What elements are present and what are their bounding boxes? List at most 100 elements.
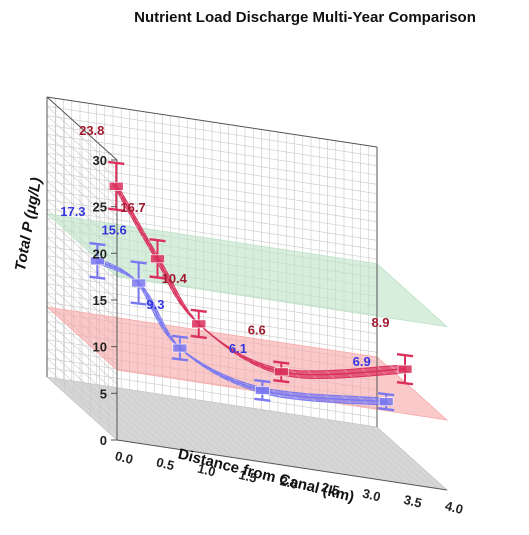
axis-line bbox=[46, 96, 378, 148]
error-cap bbox=[108, 207, 125, 212]
data-point bbox=[378, 397, 394, 407]
data-label: 9.3 bbox=[146, 297, 164, 312]
grid-line bbox=[302, 415, 373, 479]
error-cap bbox=[396, 380, 414, 386]
grid-line bbox=[269, 410, 340, 474]
x-tick-label: 0.5 bbox=[155, 454, 176, 473]
grid-line bbox=[335, 420, 406, 484]
y-tick-label: 30 bbox=[93, 153, 107, 168]
data-point bbox=[90, 256, 105, 266]
grid-line bbox=[46, 302, 378, 353]
grid-line bbox=[170, 395, 241, 459]
x-tick-label: 2.5 bbox=[320, 479, 341, 498]
data-label: 10.4 bbox=[162, 271, 188, 286]
grid-line bbox=[46, 255, 118, 319]
grid-line bbox=[121, 388, 192, 452]
grid-line bbox=[220, 403, 291, 467]
grid-line bbox=[46, 367, 118, 431]
threshold-band bbox=[45, 306, 449, 421]
chart-title: Nutrient Load Discharge Multi-Year Compa… bbox=[134, 9, 476, 26]
grid-line bbox=[343, 421, 415, 486]
grid-line bbox=[46, 106, 118, 170]
error-cap bbox=[171, 357, 189, 362]
grid-line bbox=[352, 423, 423, 487]
grid-line bbox=[46, 320, 118, 385]
grid-line bbox=[178, 396, 250, 461]
grid-line bbox=[63, 379, 134, 443]
grid-line bbox=[195, 399, 266, 463]
grid-line bbox=[162, 394, 233, 458]
error-cap bbox=[190, 334, 207, 340]
grid-line bbox=[46, 208, 378, 260]
grid-line bbox=[46, 348, 118, 413]
error-cap bbox=[378, 406, 395, 412]
grid-line bbox=[46, 143, 118, 207]
error-cap bbox=[254, 378, 271, 384]
axis-line bbox=[46, 96, 118, 161]
error-cap bbox=[89, 241, 106, 247]
error-cap bbox=[273, 378, 290, 384]
grid-line bbox=[46, 152, 378, 204]
grid-line bbox=[294, 414, 365, 478]
y-tick-label: 15 bbox=[93, 293, 107, 308]
grid-line bbox=[46, 311, 118, 375]
grid-line bbox=[129, 389, 200, 453]
error-cap bbox=[149, 237, 166, 243]
grid-line bbox=[46, 106, 378, 157]
x-tick-label: 3.5 bbox=[402, 492, 423, 511]
error-cap bbox=[89, 275, 106, 280]
data-point bbox=[273, 367, 289, 377]
grid-line bbox=[327, 419, 398, 483]
grid-line bbox=[46, 124, 118, 189]
grid-line bbox=[46, 134, 378, 185]
grid-line bbox=[286, 413, 357, 477]
y-axis-label: Total P (μg/L) bbox=[12, 176, 45, 272]
y-tick-label: 0 bbox=[100, 433, 107, 448]
grid-line bbox=[46, 171, 378, 222]
grid-line bbox=[46, 124, 378, 176]
grid-line bbox=[46, 162, 118, 226]
error-cap bbox=[108, 160, 125, 166]
data-point bbox=[150, 254, 165, 264]
error-cap bbox=[171, 334, 189, 340]
grid-line bbox=[145, 391, 217, 456]
grid-line bbox=[277, 411, 349, 476]
grid-line bbox=[253, 408, 324, 472]
grid-line bbox=[46, 236, 118, 301]
grid-line bbox=[88, 383, 159, 447]
grid-line bbox=[244, 406, 316, 471]
grid-line bbox=[79, 381, 151, 446]
data-label: 15.6 bbox=[101, 222, 126, 237]
data-label: 23.8 bbox=[79, 123, 104, 138]
grid-line bbox=[368, 425, 439, 489]
grid-line bbox=[71, 380, 142, 444]
x-tick-label: 0.0 bbox=[114, 448, 135, 467]
error-cap bbox=[378, 392, 395, 397]
chart-marks: 23.8 16.7 10.4 6.6 8.9 17.3 15.6 9.3 6.1 6.9 bbox=[60, 123, 414, 412]
grid-line bbox=[319, 418, 390, 482]
grid-line bbox=[261, 409, 332, 473]
grid-line bbox=[360, 424, 431, 488]
axis-line bbox=[116, 439, 448, 491]
grid-line bbox=[96, 384, 167, 448]
error-cap bbox=[396, 352, 414, 358]
grid-line bbox=[46, 115, 118, 179]
grid-line bbox=[187, 398, 258, 462]
data-point bbox=[255, 386, 270, 395]
grid-line bbox=[46, 143, 378, 194]
error-cap bbox=[130, 260, 147, 265]
error-cap bbox=[149, 275, 166, 280]
data-label: 6.9 bbox=[353, 354, 371, 369]
grid-line bbox=[46, 199, 378, 250]
grid-line bbox=[376, 426, 448, 491]
error-cap bbox=[190, 308, 207, 314]
data-label: 6.6 bbox=[248, 322, 266, 337]
x-tick-label: 1.0 bbox=[196, 461, 217, 480]
x-tick-label: 2.0 bbox=[279, 473, 300, 492]
grid-line bbox=[203, 400, 274, 464]
grid-line bbox=[46, 227, 118, 291]
chart-ticks: 0 5 10 15 20 25 30 0.0 0.5 1.0 1.5 2.0 2.5 3.0 3.5 4.0 bbox=[93, 153, 465, 517]
data-label: 16.7 bbox=[120, 200, 145, 215]
grid-line bbox=[46, 152, 118, 217]
